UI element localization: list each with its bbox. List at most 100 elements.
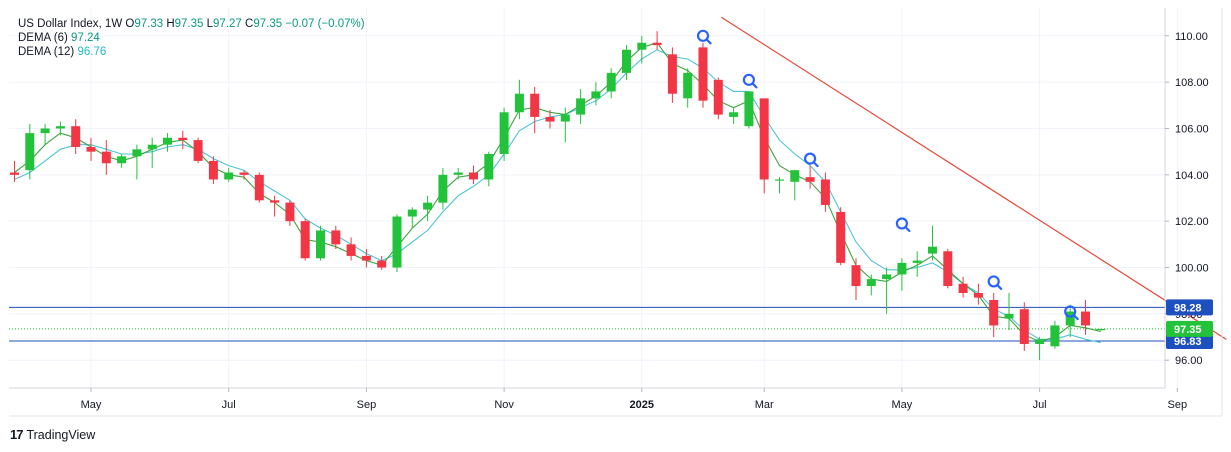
candle (86, 137, 96, 161)
magnifier-handle (751, 82, 758, 89)
candle (469, 165, 478, 185)
magnifier-icon[interactable] (696, 29, 712, 45)
candle-body (1065, 311, 1075, 326)
x-tick-label: Sep (357, 399, 377, 411)
chart-grid (9, 8, 1178, 388)
candle-body (790, 170, 800, 182)
magnifier-icon[interactable] (742, 73, 758, 89)
candle-body (499, 112, 509, 154)
magnifier-ring (742, 73, 756, 86)
candle-body (820, 179, 830, 205)
candle-body (254, 174, 264, 201)
low-value: 97.27 (213, 18, 242, 30)
axes: 96.0098.00100.00102.00104.00106.00108.00… (9, 8, 1223, 417)
dema12-line (14, 49, 1101, 344)
candle (591, 82, 601, 106)
last-close-tag-bg (1166, 320, 1213, 337)
candle (270, 195, 280, 217)
open-label: O (125, 18, 135, 30)
change-value: −0.07 (−0.07%) (285, 18, 365, 30)
candle (729, 107, 739, 124)
level-tag-lower-text: 96.83 (1174, 336, 1202, 348)
candle (928, 225, 937, 261)
candle (25, 123, 35, 180)
brand-watermark[interactable]: 17 TradingView (10, 427, 95, 442)
candle (407, 207, 417, 229)
magnifier-handle (996, 283, 1003, 291)
candle-body (836, 211, 846, 263)
horizontal-levels (9, 306, 1165, 342)
magnifier-ring (696, 29, 710, 42)
magnifier-handle (812, 161, 819, 168)
magnifier-ring (1064, 305, 1077, 318)
x-tick-label: Nov (494, 399, 514, 411)
candle-body (1081, 311, 1090, 326)
candle (40, 123, 50, 145)
candle (576, 89, 586, 124)
resistance-trendline (721, 16, 1227, 340)
candle (361, 248, 371, 268)
candle-body (377, 260, 387, 268)
candle (958, 276, 968, 298)
magnifier-icon[interactable] (803, 152, 819, 168)
candle-body (943, 251, 953, 287)
candle (346, 237, 356, 261)
magnifier-ring (895, 217, 909, 230)
candles (10, 31, 1106, 361)
x-tick-label: Mar (755, 399, 774, 411)
candle-body (759, 98, 769, 180)
y-tick-label: 106.00 (1175, 123, 1209, 135)
candle-body (1004, 313, 1014, 319)
candle-body (576, 98, 586, 115)
candle (55, 121, 65, 136)
y-tick-label: 96.00 (1175, 355, 1203, 367)
markers[interactable] (696, 29, 1079, 321)
candle-body (10, 172, 19, 175)
magnifier-icon[interactable] (895, 217, 911, 233)
close-value: 97.35 (253, 18, 283, 30)
level-tag-lower-bg (1166, 332, 1213, 349)
candle (1035, 337, 1045, 361)
candle (377, 255, 387, 270)
candle (744, 91, 754, 129)
candle-body (667, 54, 677, 94)
candle-body (606, 72, 616, 92)
magnifier-icon[interactable] (987, 275, 1003, 291)
candle (423, 195, 433, 222)
dema6-value: 97.24 (71, 32, 100, 44)
candle (1081, 299, 1090, 335)
y-tick-label: 110.00 (1175, 31, 1208, 43)
candle (514, 79, 524, 120)
candle (683, 68, 693, 108)
candle (254, 172, 264, 203)
y-tick-label: 102.00 (1175, 216, 1209, 228)
magnifier-icon[interactable] (1064, 305, 1079, 321)
candle (1004, 293, 1014, 331)
candle-body (469, 172, 478, 180)
candle-body (117, 156, 127, 164)
candle (667, 47, 677, 103)
level-tag-lower: 96.83 (1166, 332, 1213, 349)
candle-body (1019, 309, 1029, 344)
candle-body (1096, 328, 1106, 331)
candle-body (71, 126, 81, 148)
x-tick-label: Sep (1168, 399, 1188, 411)
candle (117, 153, 127, 168)
candle (484, 151, 494, 187)
candle (530, 86, 540, 134)
candle-body (224, 172, 234, 180)
candle-body (147, 144, 157, 150)
candle-body (193, 140, 203, 161)
candle (132, 144, 142, 180)
trendline[interactable] (721, 16, 1227, 340)
candle (560, 107, 570, 143)
candle (71, 119, 81, 154)
candle-body (545, 116, 555, 122)
candle-body (912, 260, 922, 263)
dema6-series (14, 42, 1101, 343)
candle (622, 45, 631, 80)
candle (882, 267, 892, 314)
high-value: 97.35 (174, 18, 204, 30)
candle-body (392, 216, 402, 268)
